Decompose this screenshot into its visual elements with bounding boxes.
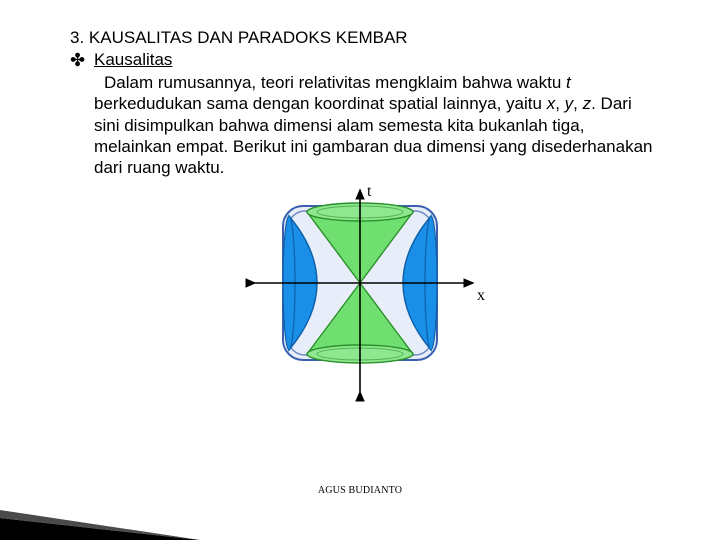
var-y: y xyxy=(565,94,574,113)
para-text-1: Dalam rumusannya, teori relativitas meng… xyxy=(104,73,566,92)
body-paragraph: Dalam rumusannya, teori relativitas meng… xyxy=(94,72,660,178)
comma-2: , xyxy=(573,94,582,113)
bullet-row: ✤ Kausalitas xyxy=(70,50,660,70)
var-t: t xyxy=(566,73,571,92)
spacetime-diagram: t x xyxy=(70,184,660,409)
var-z: z xyxy=(583,94,592,113)
axis-label-t: t xyxy=(367,184,372,200)
comma-1: , xyxy=(555,94,564,113)
axis-label-x: x xyxy=(477,287,485,304)
footer-author: AGUS BUDIANTO xyxy=(0,485,720,496)
corner-decoration xyxy=(0,504,200,540)
subtitle: Kausalitas xyxy=(94,50,172,70)
para-text-2: berkedudukan sama dengan koordinat spati… xyxy=(94,94,547,113)
diagram-svg: t x xyxy=(225,184,505,404)
bullet-icon: ✤ xyxy=(70,50,84,70)
var-x: x xyxy=(547,94,556,113)
section-heading: 3. KAUSALITAS DAN PARADOKS KEMBAR xyxy=(70,28,660,48)
